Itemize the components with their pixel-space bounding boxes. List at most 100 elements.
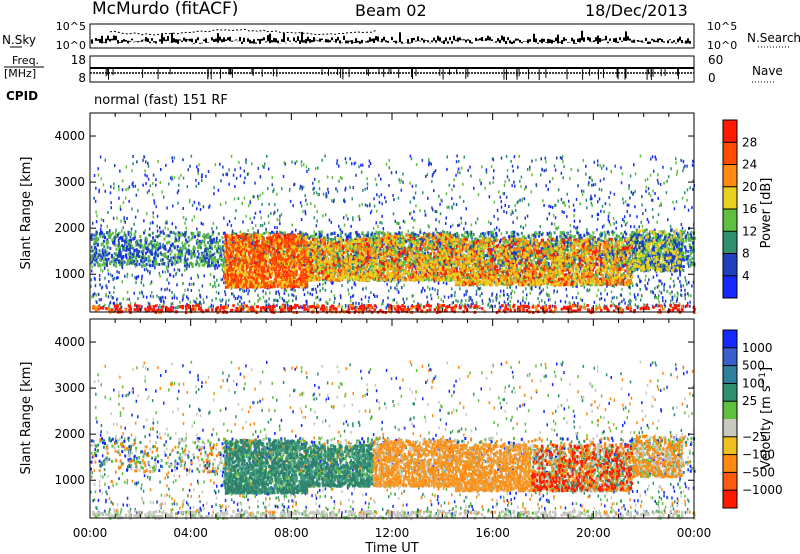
time-tick-label: 04:00 [173,526,208,540]
velocity-colorbar-tick-label: −1000 [742,483,783,497]
velocity-colorbar-frame [722,329,738,509]
beam-title: Beam 02 [355,1,427,20]
velocity-scatter-cells [90,361,695,516]
noise-left-tick-top: 10^5 [56,20,86,33]
freq-label: Freq. [12,54,39,67]
power-scatter-cells [90,155,696,310]
velocity-axes: 1000 2000 3000 4000 [54,319,695,518]
velocity-scatter-cells [92,360,695,516]
velocity-colorbar-tick-label: 100 [742,376,765,390]
velocity-colorbar-tick-label: 500 [742,359,765,373]
range-tick-label: 1000 [54,267,85,281]
time-tick-label: 12:00 [375,526,410,540]
freq-right-tick-bottom: 0 [708,71,716,85]
velocity-ylabel: Slant Range [km] [19,362,34,475]
power-colorbar-swatch [723,275,737,299]
velocity-colorbar-tick-label: −25 [742,430,767,444]
noise-series [91,28,691,44]
power-colorbar-tick-label: 20 [742,180,757,194]
velocity-scatter-cells [90,360,696,516]
velocity-colorbar-swatch [723,330,737,349]
range-tick-label: 3000 [54,175,85,189]
time-tick-label: 20:00 [576,526,611,540]
range-tick-label: 2000 [54,221,85,235]
freq-left-tick-bottom: 8 [78,71,86,85]
power-colorbar: 4 8 12 16 20 24 28 [722,119,757,299]
power-scatter-cells [223,228,683,289]
nsearch-label: N.Search [747,31,800,45]
time-axis: 00:00 04:00 08:00 12:00 16:00 20:00 00:00 [73,526,712,540]
power-colorbar-swatch [723,231,737,254]
velocity-colorbar-swatch [723,472,737,491]
velocity-scatter-cells [223,438,374,495]
velocity-panel: 1000 2000 3000 4000 Slant Range [km] 1000 50… [19,318,783,521]
power-axes: 1000 2000 3000 4000 [54,113,695,312]
nave-drops [105,69,679,80]
time-tick-label: 00:00 [73,526,108,540]
velocity-scatter [90,360,696,521]
cpid-label: CPID [6,89,38,103]
freq-panel: Freq. [MHz] 18 8 60 0 Nave CPID normal (… [4,53,783,108]
range-tick-label: 2000 [54,427,85,441]
velocity-colorbar-label: Velocity [m s−1] [758,367,774,469]
freq-left-tick-top: 18 [71,53,86,67]
power-colorbar-swatch [723,120,737,143]
x-axis-label: Time UT [364,541,418,554]
power-scatter-cells [90,154,696,310]
noise-panel: N.Sky 10^5 10^0 10^5 10^0 N.Search [2,20,800,52]
noise-search-line [109,28,376,36]
power-colorbar-swatch [723,142,737,165]
velocity-colorbar-swatch [723,436,737,456]
velocity-colorbar-tick-label: 25 [742,394,757,408]
time-tick-label: 00:00 [677,526,712,540]
velocity-colorbar-swatch [723,401,737,420]
power-colorbar-swatch [723,253,737,277]
velocity-colorbar-tick-label: 1000 [742,341,773,355]
nsky-label: N.Sky [2,33,36,47]
power-colorbar-tick-label: 8 [742,247,750,261]
range-tick-label: 4000 [54,335,85,349]
power-colorbar-swatch [723,209,737,232]
range-tick-label: 4000 [54,129,85,143]
time-tick-label: 16:00 [475,526,510,540]
velocity-colorbar-tick-label: −500 [742,465,775,479]
power-colorbar-swatch [723,186,737,210]
velocity-colorbar-swatch [723,347,737,367]
power-ylabel: Slant Range [km] [19,157,34,270]
power-scatter-cells [92,154,695,310]
freq-right-tick-top: 60 [708,53,723,67]
freq-unit-label: [MHz] [4,67,36,80]
noise-sky-bars [91,30,691,44]
velocity-colorbar-swatch [723,490,737,509]
power-colorbar-tick-label: 4 [742,269,750,283]
power-colorbar-label: Power [dB] [759,178,774,249]
velocity-colorbar-swatch [723,419,737,438]
velocity-colorbar-tick-label: −100 [742,448,775,462]
power-colorbar-swatch [723,164,737,188]
nave-label: Nave [752,64,783,78]
velocity-scatter-cells [531,443,633,493]
range-tick-label: 3000 [54,381,85,395]
velocity-colorbar-swatch [723,383,737,402]
station-title: McMurdo (fitACF) [92,0,238,19]
power-scatter-cells [223,233,309,289]
power-scatter [90,154,696,315]
velocity-colorbar-swatch [723,454,737,473]
noise-panel-frame [89,23,695,49]
power-colorbar-tick-label: 16 [742,202,757,216]
time-tick-label: 08:00 [274,526,309,540]
cpid-value: normal (fast) 151 RF [94,93,228,108]
noise-left-tick-bottom: 10^0 [56,39,86,52]
freq-series [90,67,694,80]
power-panel: 1000 2000 3000 4000 Slant Range [km] 4 8 12 16… [19,112,774,315]
power-colorbar-tick-label: 12 [742,224,757,238]
date-title: 18/Dec/2013 [585,1,688,20]
noise-right-tick-bottom: 10^0 [707,39,737,52]
range-tick-label: 1000 [54,473,85,487]
power-colorbar-tick-label: 24 [742,158,757,172]
power-colorbar-tick-label: 28 [742,135,757,149]
velocity-colorbar-swatch [723,365,737,384]
velocity-colorbar: 1000 500 100 25 −25 −100 −500 −1000 [722,329,783,509]
velocity-scatter-cells [372,438,533,493]
